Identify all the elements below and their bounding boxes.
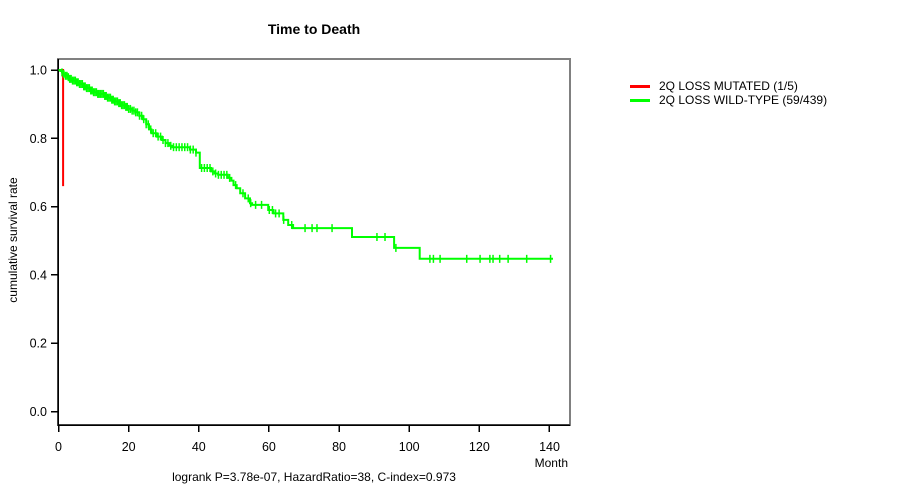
legend-swatch-wild-type [630,98,650,102]
x-tick-label: 120 [469,440,490,454]
axis-lines [57,59,570,426]
legend: 2Q LOSS MUTATED (1/5) 2Q LOSS WILD-TYPE … [630,79,827,107]
x-tick-label: 100 [399,440,420,454]
mutated-curve [58,69,65,187]
y-tick-label: 0.8 [30,132,47,146]
y-tick-label: 0.4 [30,268,47,282]
legend-label-mutated: 2Q LOSS MUTATED (1/5) [659,79,798,93]
legend-item-mutated: 2Q LOSS MUTATED (1/5) [630,79,827,93]
x-tick-label: 0 [55,440,62,454]
x-tick-label: 60 [262,440,276,454]
y-axis-label: cumulative survival rate [6,177,20,303]
y-tick-label: 0.0 [30,405,47,419]
chart-title: Time to Death [267,21,361,37]
legend-swatch-mutated [630,84,650,88]
footer-stats: logrank P=3.78e-07, HazardRatio=38, C-in… [172,470,456,484]
x-tick-label: 140 [539,440,560,454]
x-tick-label: 40 [192,440,206,454]
x-tick-label: 20 [122,440,136,454]
legend-item-wild-type: 2Q LOSS WILD-TYPE (59/439) [630,93,827,107]
x-axis-label: Month [534,456,568,470]
x-tick-label: 80 [332,440,346,454]
legend-label-wild-type: 2Q LOSS WILD-TYPE (59/439) [659,93,828,107]
y-tick-label: 0.6 [30,200,47,214]
plot-box [57,58,571,426]
y-tick-label: 1.0 [30,64,47,78]
y-tick-label: 0.2 [30,337,47,351]
